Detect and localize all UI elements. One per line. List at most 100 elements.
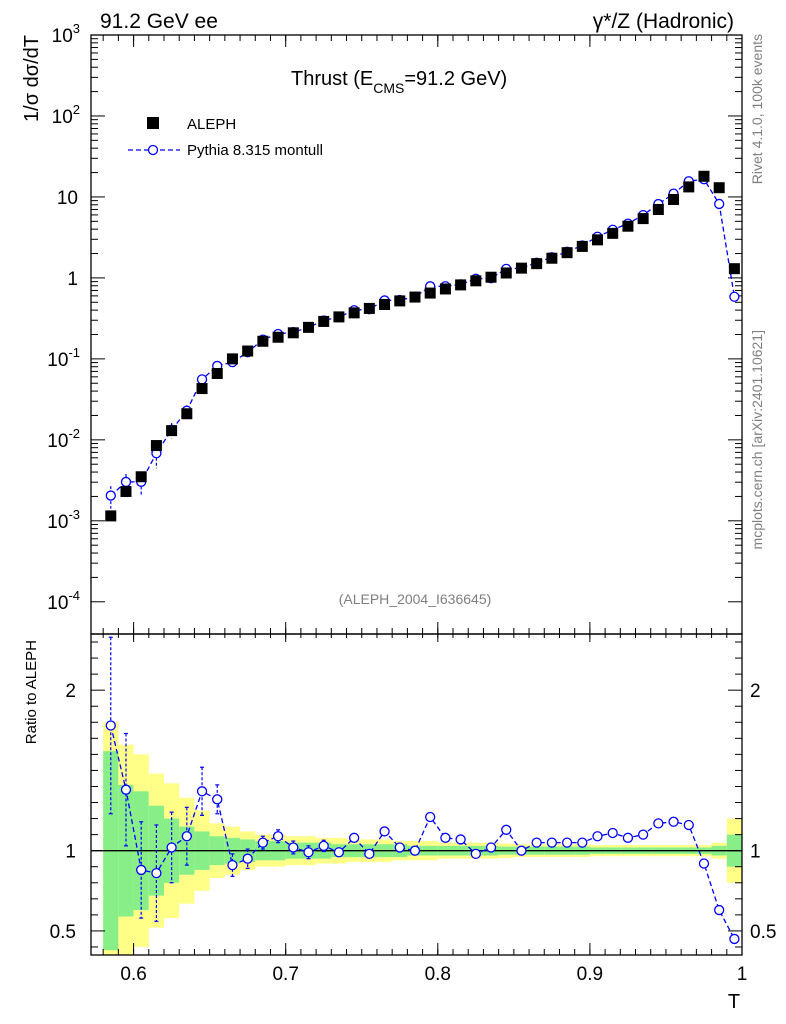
x-tick-label-3: 0.9 — [577, 964, 603, 985]
x-tick-label-2: 0.8 — [425, 964, 451, 985]
pythia-ratio-point-35 — [637, 829, 649, 840]
ratio-plot-frame — [90, 633, 743, 956]
aleph-point-21 — [424, 287, 436, 299]
y-tick-label-2: 10-2 — [47, 426, 80, 452]
pythia-ratio-point-7 — [212, 794, 223, 805]
aleph-series — [105, 170, 740, 522]
pythia-ratio-point-33 — [607, 827, 618, 839]
pythia-point-41 — [729, 291, 740, 302]
pythia-ratio-point-16 — [348, 832, 360, 843]
pythia-ratio-point-15 — [333, 847, 345, 858]
aleph-point-3 — [150, 440, 162, 452]
aleph-point-14 — [318, 315, 330, 327]
legend-aleph-label: ALEPH — [187, 116, 236, 133]
ratio-tick-label-2: 2 — [65, 681, 76, 702]
aleph-point-11 — [272, 331, 284, 343]
pythia-ratio-point-20 — [409, 845, 421, 856]
plot-title-tail: =91.2 GeV) — [404, 68, 507, 90]
rivet-label: Rivet 4.1.0, 100k events — [749, 34, 765, 184]
ratio-tick-label-1: 1 — [65, 842, 76, 863]
aleph-point-6 — [196, 383, 208, 395]
aleph-point-30 — [561, 247, 573, 259]
aleph-point-22 — [439, 283, 451, 295]
x-tick-label-4: 1 — [737, 964, 748, 985]
aleph-point-33 — [607, 227, 619, 239]
aleph-point-41 — [728, 263, 740, 275]
pythia-ratio-point-13 — [303, 847, 314, 858]
legend: ALEPH Pythia 8.315 montull — [128, 116, 323, 159]
plot-title: Thrust (ECMS=91.2 GeV) — [291, 68, 507, 96]
pythia-ratio-point-28 — [531, 837, 542, 848]
pythia-ratio-point-11 — [272, 831, 284, 842]
pythia-ratio-point-26 — [501, 824, 512, 835]
aleph-point-39 — [698, 170, 710, 182]
ratio-tick-label-right-1: 1 — [750, 842, 761, 863]
aleph-point-28 — [531, 258, 543, 270]
pythia-point-0 — [105, 490, 116, 501]
pythia-ratio-point-12 — [288, 842, 299, 853]
y-tick-label-6: 102 — [52, 102, 80, 128]
pythia-ratio-point-21 — [425, 811, 436, 823]
aleph-point-15 — [333, 311, 345, 323]
pythia-ratio-point-4 — [166, 842, 177, 853]
pythia-ratio-point-3 — [151, 867, 162, 879]
pythia-point-6 — [196, 374, 208, 385]
pythia-ratio-point-25 — [485, 842, 497, 853]
aleph-point-2 — [135, 471, 147, 483]
aleph-point-40 — [713, 182, 725, 194]
aleph-point-19 — [394, 295, 406, 307]
pythia-ratio-point-36 — [653, 818, 664, 829]
analysis-id: (ALEPH_2004_I636645) — [339, 591, 492, 607]
pythia-ratio-point-6 — [196, 786, 208, 797]
pythia-point-1 — [120, 476, 132, 488]
aleph-point-38 — [683, 181, 695, 193]
pythia-ratio-point-34 — [622, 832, 634, 843]
y-tick-label-1: 10-3 — [47, 507, 80, 533]
legend-aleph-marker — [147, 117, 159, 129]
pythia-ratio-point-31 — [577, 837, 588, 848]
pythia-ratio-point-30 — [561, 837, 573, 848]
pythia-ratio-point-23 — [455, 834, 466, 845]
pythia-ratio-point-29 — [546, 837, 558, 848]
legend-pythia-label: Pythia 8.315 montull — [187, 142, 323, 159]
aleph-point-23 — [455, 279, 467, 291]
aleph-point-26 — [500, 267, 512, 279]
pythia-ratio-point-19 — [394, 842, 405, 853]
aleph-point-32 — [592, 234, 604, 246]
aleph-point-13 — [303, 321, 315, 333]
aleph-point-8 — [226, 353, 238, 365]
pythia-ratio-point-39 — [698, 858, 710, 869]
aleph-point-4 — [166, 425, 178, 437]
aleph-point-1 — [120, 486, 132, 498]
aleph-point-10 — [257, 335, 269, 347]
aleph-point-37 — [668, 193, 680, 205]
mcplots-label: mcplots.cern.ch [arXiv:2401.10621] — [749, 330, 765, 549]
pythia-main-line — [110, 178, 736, 497]
aleph-point-36 — [652, 203, 664, 215]
aleph-point-16 — [348, 307, 360, 319]
pythia-ratio-point-17 — [364, 848, 375, 860]
pythia-ratio-point-10 — [257, 837, 269, 848]
plot-title-main: Thrust (E — [291, 68, 373, 90]
pythia-ratio-point-22 — [440, 832, 451, 843]
aleph-point-12 — [287, 327, 299, 339]
pythia-ratio-point-24 — [470, 848, 481, 860]
pythia-ratio-point-9 — [242, 853, 253, 864]
pythia-ratio-point-27 — [516, 845, 527, 856]
pythia-point-40 — [714, 198, 725, 210]
aleph-point-24 — [470, 275, 482, 287]
aleph-point-34 — [622, 220, 634, 232]
pythia-ratio-point-32 — [592, 831, 603, 842]
x-tick-label-0: 0.6 — [120, 964, 146, 985]
y-tick-label-4: 1 — [67, 269, 78, 290]
energy-label: 91.2 GeV ee — [100, 10, 218, 33]
y-tick-label-7: 103 — [52, 21, 80, 47]
ratio-tick-label-right-2: 2 — [750, 681, 761, 702]
pythia-ratio-point-18 — [379, 826, 390, 837]
pythia-ratio-point-8 — [227, 859, 238, 871]
pythia-ratio-point-1 — [120, 784, 132, 795]
aleph-point-17 — [363, 302, 375, 314]
y-tick-label-5: 10 — [57, 188, 78, 209]
pythia-ratio-point-40 — [714, 904, 725, 916]
